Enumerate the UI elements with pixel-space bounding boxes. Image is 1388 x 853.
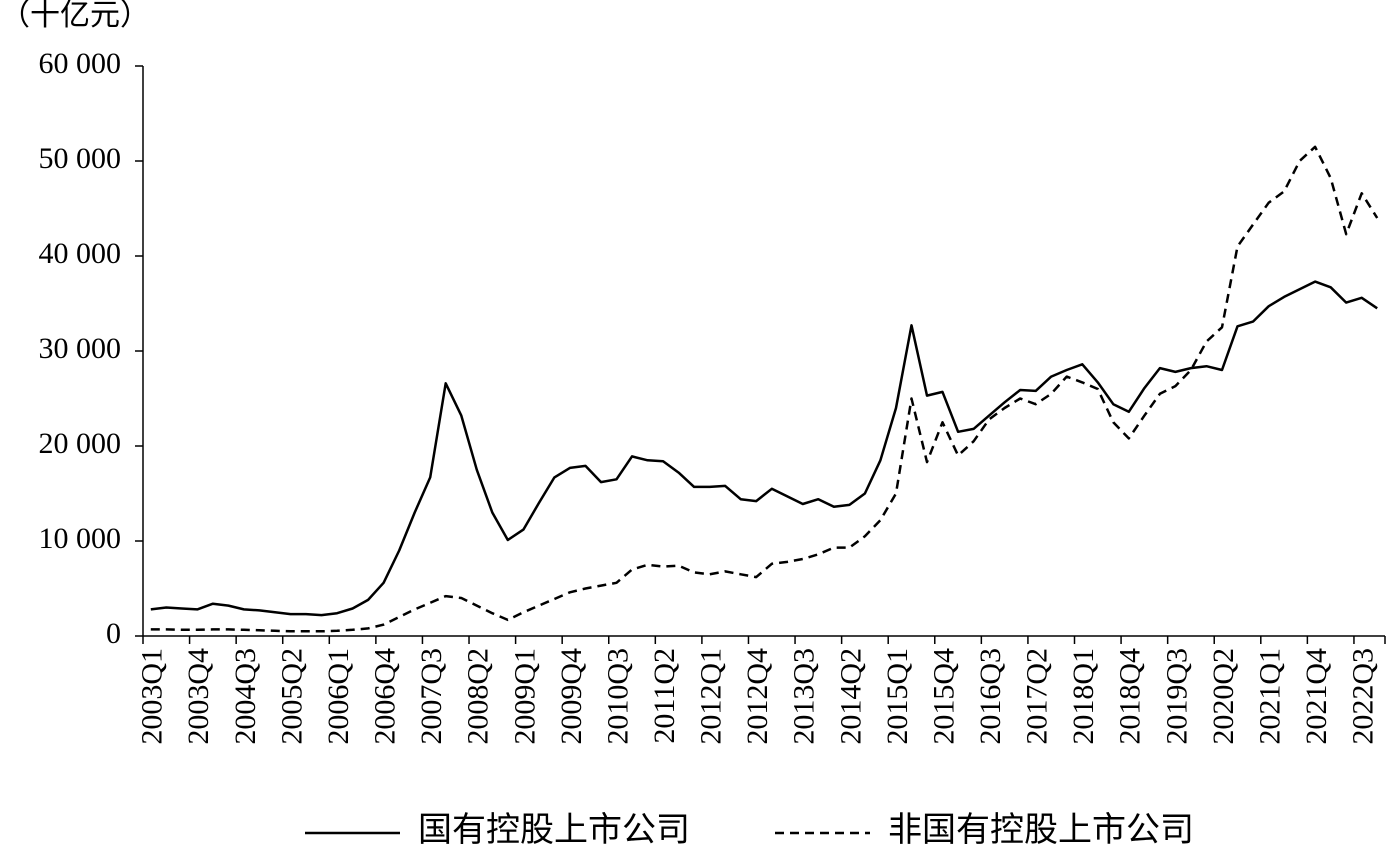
- x-tick-label: 2011Q2: [648, 648, 681, 744]
- x-tick-label: 2006Q4: [369, 648, 402, 745]
- x-tick-label: 2003Q1: [136, 648, 169, 745]
- x-tick-label: 2013Q3: [788, 648, 821, 745]
- x-tick-label: 2015Q4: [927, 648, 960, 745]
- x-tick-label: 2008Q2: [462, 648, 495, 745]
- x-tick-label: 2017Q2: [1021, 648, 1054, 745]
- series-line: [150, 145, 1379, 633]
- y-tick-label: 60 000: [39, 47, 122, 80]
- y-axis-label: （十亿元）: [0, 0, 150, 32]
- legend-label: 非国有控股上市公司: [888, 811, 1194, 849]
- x-tick-label: 2012Q1: [695, 648, 728, 745]
- legend-label: 国有控股上市公司: [418, 811, 690, 849]
- x-tick-label: 2003Q4: [182, 648, 215, 745]
- y-tick-label: 30 000: [39, 332, 122, 365]
- y-tick-label: 20 000: [39, 427, 122, 460]
- y-tick-label: 40 000: [39, 237, 122, 270]
- x-tick-label: 2018Q4: [1114, 648, 1147, 745]
- x-tick-label: 2019Q3: [1160, 648, 1193, 745]
- y-tick-label: 0: [106, 617, 121, 650]
- y-tick-label: 10 000: [39, 522, 122, 555]
- x-tick-label: 2021Q4: [1300, 648, 1333, 745]
- x-tick-label: 2009Q1: [508, 648, 541, 745]
- x-tick-label: 2012Q4: [741, 648, 774, 745]
- series-line: [150, 280, 1378, 617]
- x-tick-label: 2018Q1: [1067, 648, 1100, 745]
- x-tick-label: 2009Q4: [555, 648, 588, 745]
- x-tick-label: 2010Q3: [601, 648, 634, 745]
- x-tick-label: 2020Q2: [1207, 648, 1240, 745]
- x-tick-label: 2014Q2: [834, 648, 867, 745]
- x-tick-label: 2021Q1: [1253, 648, 1286, 745]
- x-tick-label: 2004Q3: [229, 648, 262, 745]
- x-tick-label: 2005Q2: [275, 648, 308, 745]
- x-tick-label: 2016Q3: [974, 648, 1007, 745]
- x-tick-label: 2022Q3: [1347, 648, 1380, 745]
- y-tick-label: 50 000: [39, 142, 122, 175]
- x-tick-label: 2006Q1: [322, 648, 355, 745]
- x-tick-label: 2015Q1: [881, 648, 914, 745]
- x-tick-label: 2007Q3: [415, 648, 448, 745]
